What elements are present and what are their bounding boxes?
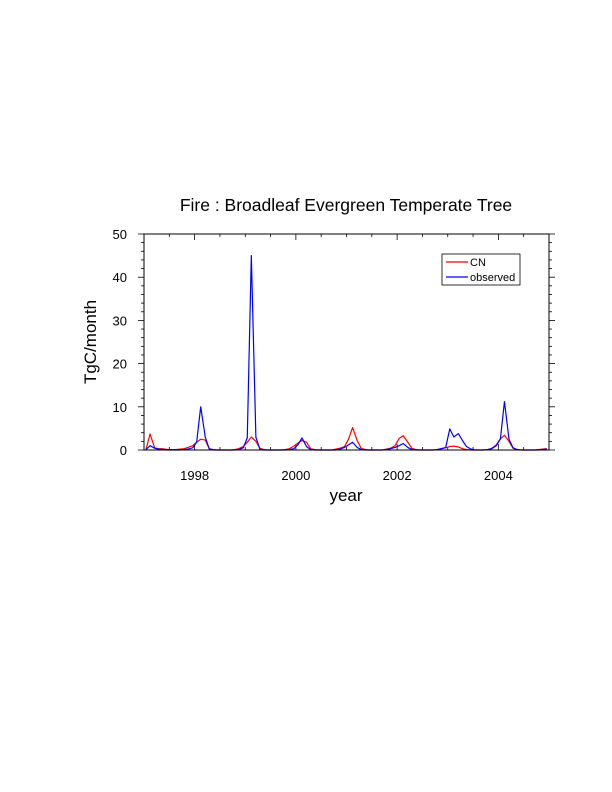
x-axis-label: year: [329, 486, 362, 505]
chart-title: Fire : Broadleaf Evergreen Temperate Tre…: [180, 195, 512, 215]
x-tick-label: 2002: [383, 468, 412, 483]
y-tick-label: 10: [113, 400, 127, 415]
y-tick-label: 30: [113, 313, 127, 328]
y-axis-label: TgC/month: [81, 300, 100, 384]
y-tick-label: 40: [113, 270, 127, 285]
x-tick-label: 1998: [180, 468, 209, 483]
legend-box: [441, 253, 521, 286]
x-tick-label: 2000: [281, 468, 310, 483]
y-tick-label: 50: [113, 227, 127, 242]
y-tick-label: 0: [120, 443, 127, 458]
legend: CN observed: [441, 253, 521, 286]
y-tick-label: 20: [113, 357, 127, 372]
legend-label: CN: [470, 257, 486, 269]
x-tick-label: 2004: [484, 468, 513, 483]
legend-label: observed: [470, 272, 515, 284]
plot-frame: [143, 233, 550, 451]
